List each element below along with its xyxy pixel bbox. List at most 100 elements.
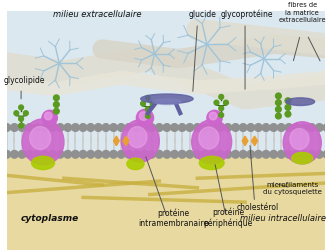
Text: cholestérol: cholestérol xyxy=(236,203,279,212)
Circle shape xyxy=(56,124,64,131)
Text: milieu extracellulaire: milieu extracellulaire xyxy=(53,10,142,20)
Circle shape xyxy=(293,150,300,158)
Circle shape xyxy=(140,124,148,131)
Circle shape xyxy=(110,124,117,131)
Ellipse shape xyxy=(192,120,232,164)
Text: microfilaments
du cytosquelette: microfilaments du cytosquelette xyxy=(263,182,322,196)
Circle shape xyxy=(201,124,209,131)
Circle shape xyxy=(3,150,11,158)
Circle shape xyxy=(223,100,228,105)
Circle shape xyxy=(194,150,201,158)
Circle shape xyxy=(141,101,146,106)
Circle shape xyxy=(133,124,140,131)
Circle shape xyxy=(278,124,285,131)
Circle shape xyxy=(71,124,79,131)
Circle shape xyxy=(276,106,281,112)
Circle shape xyxy=(14,111,19,116)
Circle shape xyxy=(285,98,291,103)
Circle shape xyxy=(214,100,219,105)
Circle shape xyxy=(285,150,293,158)
Circle shape xyxy=(102,150,110,158)
Circle shape xyxy=(136,109,154,126)
Circle shape xyxy=(56,150,64,158)
Circle shape xyxy=(133,150,140,158)
Text: fibres de
la matrice
extracellulaire: fibres de la matrice extracellulaire xyxy=(279,2,326,23)
Circle shape xyxy=(209,112,217,120)
Circle shape xyxy=(155,150,163,158)
Ellipse shape xyxy=(141,94,193,104)
Circle shape xyxy=(44,112,52,120)
Ellipse shape xyxy=(290,128,309,150)
Circle shape xyxy=(41,124,49,131)
Text: glucide: glucide xyxy=(188,10,216,20)
Circle shape xyxy=(207,110,222,126)
Ellipse shape xyxy=(30,126,51,150)
Circle shape xyxy=(209,150,216,158)
Ellipse shape xyxy=(286,98,315,106)
Ellipse shape xyxy=(199,156,224,170)
Circle shape xyxy=(178,124,186,131)
Circle shape xyxy=(186,150,194,158)
Circle shape xyxy=(262,124,270,131)
Text: protéine
périphérique: protéine périphérique xyxy=(203,208,253,228)
Circle shape xyxy=(125,124,133,131)
Text: protéine
intramembranaire: protéine intramembranaire xyxy=(139,208,209,228)
Circle shape xyxy=(247,150,255,158)
Circle shape xyxy=(219,106,223,111)
Circle shape xyxy=(148,150,155,158)
Ellipse shape xyxy=(127,158,144,170)
Circle shape xyxy=(64,150,71,158)
Text: milieu intracellulaire: milieu intracellulaire xyxy=(240,214,326,223)
Circle shape xyxy=(285,124,293,131)
Circle shape xyxy=(117,150,125,158)
Circle shape xyxy=(19,123,23,128)
Bar xyxy=(7,154,325,250)
Polygon shape xyxy=(123,136,129,146)
Circle shape xyxy=(308,150,316,158)
Bar xyxy=(7,11,325,154)
Ellipse shape xyxy=(283,122,321,164)
Circle shape xyxy=(102,124,110,131)
Ellipse shape xyxy=(121,120,159,162)
Circle shape xyxy=(216,124,224,131)
Circle shape xyxy=(33,124,41,131)
Circle shape xyxy=(53,108,59,114)
Circle shape xyxy=(270,150,278,158)
Circle shape xyxy=(285,104,291,110)
Circle shape xyxy=(19,105,23,110)
Circle shape xyxy=(71,150,79,158)
Circle shape xyxy=(300,124,308,131)
Circle shape xyxy=(148,124,155,131)
Circle shape xyxy=(163,150,171,158)
Circle shape xyxy=(219,94,223,99)
Circle shape xyxy=(285,111,291,117)
Circle shape xyxy=(186,124,194,131)
Circle shape xyxy=(270,124,278,131)
Circle shape xyxy=(53,95,59,101)
Circle shape xyxy=(26,124,33,131)
Circle shape xyxy=(316,150,323,158)
Circle shape xyxy=(209,124,216,131)
Text: cytoplasme: cytoplasme xyxy=(21,214,79,223)
Circle shape xyxy=(163,124,171,131)
Circle shape xyxy=(262,150,270,158)
Circle shape xyxy=(194,124,201,131)
Polygon shape xyxy=(242,136,248,146)
Circle shape xyxy=(255,124,262,131)
Circle shape xyxy=(41,150,49,158)
Circle shape xyxy=(224,124,232,131)
Circle shape xyxy=(239,150,247,158)
Circle shape xyxy=(276,113,281,119)
Circle shape xyxy=(255,150,262,158)
Ellipse shape xyxy=(199,127,219,149)
Text: glycoprotéine: glycoprotéine xyxy=(221,10,273,20)
Circle shape xyxy=(232,150,239,158)
Circle shape xyxy=(300,150,308,158)
Circle shape xyxy=(146,114,150,118)
Circle shape xyxy=(95,124,102,131)
Circle shape xyxy=(224,150,232,158)
Ellipse shape xyxy=(153,99,181,104)
Circle shape xyxy=(276,93,281,99)
Circle shape xyxy=(49,124,56,131)
Circle shape xyxy=(216,150,224,158)
